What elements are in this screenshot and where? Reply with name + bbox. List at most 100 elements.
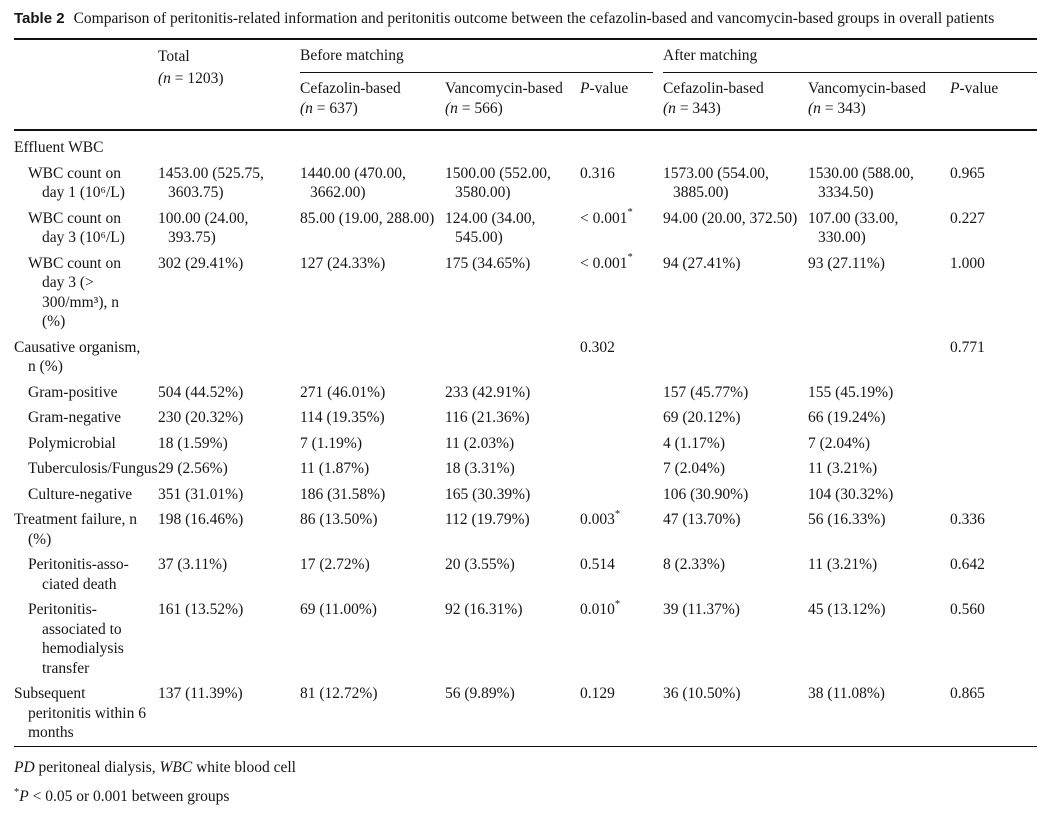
column-header-before-pvalue: P-value [580,80,629,97]
row-label: Subsequent peritonitis within 6 months [14,685,146,741]
cell-total: 351 (31.01%) [158,485,244,503]
column-header-after-pvalue: P-value [950,80,999,97]
cell-before-cefazolin: 69 (11.00%) [300,601,377,618]
column-group-before-matching: Before matching [300,39,663,73]
table-row: WBC count on day 3 (> 300/mm³), n (%) 30… [14,251,1037,335]
table-header: Total (n = 1203) Before matching After m… [14,39,1038,130]
cell-total: 37 (3.11%) [158,556,228,573]
cell-after-pvalue [950,456,1037,482]
paper-page: Table 2 Comparison of peritonitis-related… [14,10,1038,807]
cell-after-cefazolin: 94.00 (20.00, 372.50) [663,209,798,227]
cell-after-cefazolin [663,335,808,380]
abbrev-wbc: WBC [159,758,193,776]
row-label: Gram-negative [28,409,121,426]
cell-after-vancomycin: 66 (19.24%) [808,409,886,426]
cell-after-pvalue: 0.642 [950,556,985,573]
cell-after-pvalue [950,431,1037,457]
cell-after-cefazolin: 8 (2.33%) [663,556,726,573]
table-row: Treatment failure, n (%) 198 (16.46%) 86… [14,507,1037,552]
significance-asterisk: * [627,207,633,219]
row-label: WBC count on day 1 (10⁶/L) [28,164,125,202]
cell-before-pvalue [580,405,663,431]
cell-total: 302 (29.41%) [158,254,244,272]
significance-asterisk: * [614,508,621,520]
row-label: Polymicrobial [28,434,116,452]
cell-after-pvalue [950,380,1037,406]
cell-after-cefazolin: 39 (11.37%) [663,601,740,618]
row-label: Culture-negative [28,485,133,503]
cell-after-vancomycin: 93 (27.11%) [808,254,885,272]
cell-total: 161 (13.52%) [158,601,244,618]
cell-total: 29 (2.56%) [158,460,228,477]
cell-total: 198 (16.46%) [158,511,244,528]
cell-before-pvalue: 0.010* [580,598,621,618]
cell-after-vancomycin: 104 (30.32%) [808,485,894,503]
cell-total: 137 (11.39%) [158,685,243,702]
table-row: Causative organ­ism, n (%) 0.302 0.771 [14,335,1037,380]
cell-after-vancomycin: 7 (2.04%) [808,434,871,452]
table-body: Effluent WBC WBC count on day 1 (10⁶/L) … [14,130,1037,746]
cell-after-vancomycin: 38 (11.08%) [808,685,885,702]
cell-before-cefazolin [300,130,445,161]
cell-total: 1453.00 (525.75, 3603.75) [158,164,264,202]
table-row: Gram-positive 504 (44.52%) 271 (46.01%) … [14,380,1037,406]
cell-total [158,335,300,380]
cell-before-pvalue [580,431,663,457]
cell-before-vancomycin: 11 (2.03%) [445,434,515,452]
column-header-before-cefazolin: Cefazolin-based (n = 637) [300,80,401,117]
column-header-after-cefazolin: Cefazolin-based (n = 343) [663,80,764,117]
cell-before-cefazolin: 7 (1.19%) [300,434,362,452]
table-row: Gram-negative 230 (20.32%) 114 (19.35%) … [14,405,1037,431]
total-count: (n = 1203) [158,70,224,87]
cell-before-cefazolin: 127 (24.33%) [300,254,386,272]
cell-before-pvalue: 0.003* [580,508,621,528]
cell-before-vancomycin: 20 (3.55%) [445,556,515,573]
cell-before-cefazolin: 81 (12.72%) [300,685,378,702]
cell-after-vancomycin: 11 (3.21%) [808,460,878,477]
cell-before-cefazolin [300,335,445,380]
cell-before-cefazolin: 271 (46.01%) [300,383,386,401]
asterisk-marker: * [14,786,20,798]
cell-after-pvalue [950,130,1037,161]
cell-after-vancomycin: 107.00 (33.00, 330.00) [808,209,899,247]
cell-before-vancomycin [445,130,580,161]
cell-after-cefazolin: 7 (2.04%) [663,460,726,477]
cell-before-pvalue: 0.129 [580,685,615,702]
cell-before-vancomycin: 112 (19.79%) [445,511,530,528]
cell-before-cefazolin: 86 (13.50%) [300,511,378,528]
cell-after-pvalue: 0.336 [950,511,985,528]
cell-before-vancomycin: 233 (42.91%) [445,383,531,401]
cell-before-vancomycin: 1500.00 (552.00, 3580.00) [445,164,551,202]
row-label: Effluent WBC [14,139,104,156]
abbreviations-note: PD peritoneal dialysis, WBC white blood … [14,758,296,776]
cell-after-vancomycin: 1530.00 (588.00, 3334.50) [808,164,914,202]
table-row: Peritonitis-associated to hemodialysis t… [14,597,1037,681]
cell-before-pvalue [580,130,663,161]
row-label: Peritonitis-asso­ciated death [28,556,129,593]
cell-after-cefazolin [663,130,808,161]
cell-after-cefazolin: 94 (27.41%) [663,254,741,272]
group-label-after: After matching [663,47,758,64]
cell-after-pvalue: 0.965 [950,164,985,182]
cell-before-cefazolin: 17 (2.72%) [300,556,370,573]
table-footnotes: PD peritoneal dialysis, WBC white blood … [14,758,1037,807]
total-label: Total [158,48,190,65]
cell-before-cefazolin: 1440.00 (470.00, 3662.00) [300,164,406,202]
cell-after-cefazolin: 69 (20.12%) [663,409,741,426]
table-row: WBC count on day 3 (10⁶/L) 100.00 (24.00… [14,206,1037,251]
group-label-before: Before matching [300,47,404,64]
cell-after-pvalue [950,405,1037,431]
cell-after-pvalue: 0.865 [950,685,985,702]
cell-before-pvalue [580,456,663,482]
table-row: Effluent WBC [14,130,1037,161]
cell-before-vancomycin: 175 (34.65%) [445,254,531,272]
cell-before-vancomycin: 92 (16.31%) [445,601,523,618]
cell-after-cefazolin: 36 (10.50%) [663,685,741,702]
table-row: Culture-negative 351 (31.01%) 186 (31.58… [14,482,1037,508]
column-group-after-matching: After matching [663,39,1038,73]
table-row: Tuberculosis/Fungus 29 (2.56%) 11 (1.87%… [14,456,1037,482]
row-label: WBC count on day 3 (> 300/mm³), n (%) [28,254,121,331]
p-symbol: P [19,787,29,805]
cell-after-vancomycin: 45 (13.12%) [808,601,886,618]
cell-after-vancomycin [808,335,950,380]
